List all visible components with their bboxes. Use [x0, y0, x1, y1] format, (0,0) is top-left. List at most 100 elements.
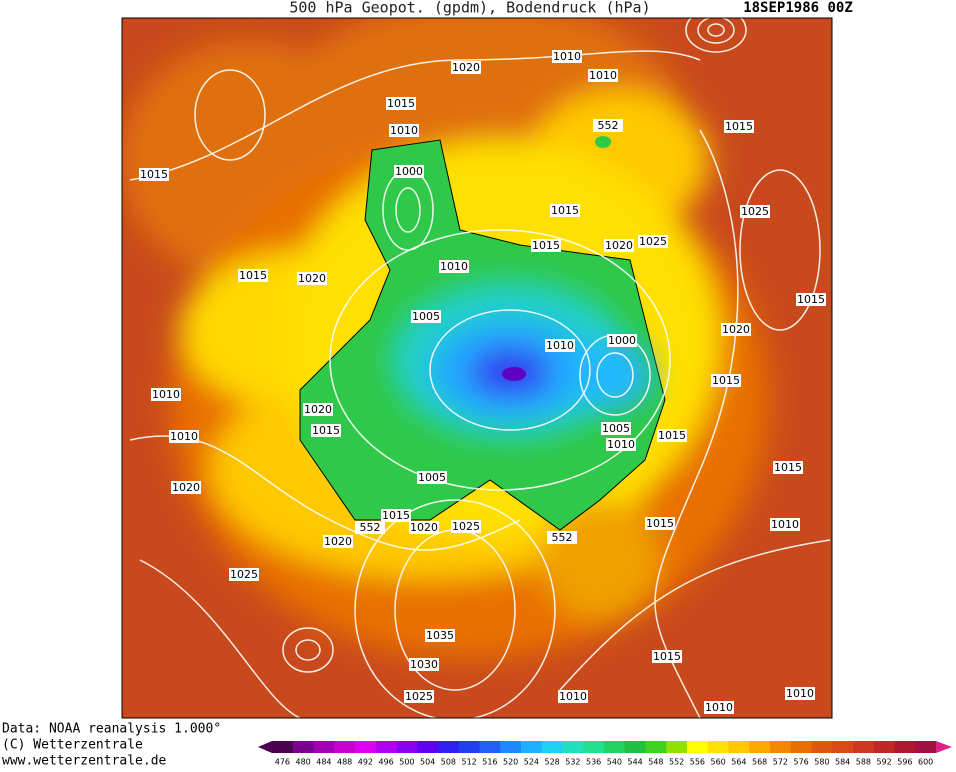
contour-label: 552 [360, 521, 381, 534]
contour-label-box [151, 388, 181, 401]
contour-label-box [355, 521, 385, 534]
colorbar-label: 564 [731, 758, 746, 767]
colorbar-label: 484 [316, 758, 331, 767]
contour-label-box [785, 687, 815, 700]
contour-label: 1020 [410, 521, 438, 534]
colorbar-swatch [894, 741, 916, 753]
colorbar-label: 572 [773, 758, 788, 767]
contour-label: 1020 [324, 535, 352, 548]
colorbar-swatch [479, 741, 501, 753]
contour-label: 1015 [774, 461, 802, 474]
colorbar-swatch [832, 741, 854, 753]
colorbar-swatch [645, 741, 667, 753]
contour-label: 1030 [410, 658, 438, 671]
contour-label: 1020 [304, 403, 332, 416]
colorbar-label: 548 [648, 758, 663, 767]
colorbar-swatch [541, 741, 563, 753]
contour-label: 1025 [452, 520, 480, 533]
contour-label: 1015 [797, 293, 825, 306]
contour-label: 1015 [646, 517, 674, 530]
footer-line: Data: NOAA reanalysis 1.000° [2, 722, 221, 737]
colorbar-swatch [375, 741, 397, 753]
colorbar-label: 560 [710, 758, 725, 767]
contour-label-box [547, 531, 577, 544]
colorbar-label: 496 [378, 758, 393, 767]
colorbar-swatch [790, 741, 812, 753]
colorbar-swatch [770, 741, 792, 753]
contour-label: 1005 [602, 422, 630, 435]
colorbar-label: 488 [337, 758, 352, 767]
contour-label: 1025 [741, 205, 769, 218]
contour-label: 1020 [452, 61, 480, 74]
contour-label-box [558, 690, 588, 703]
contour-label-box [139, 168, 169, 181]
contour-label: 1010 [152, 388, 180, 401]
colorbar-label: 504 [420, 758, 435, 767]
colorbar-label: 532 [565, 758, 580, 767]
contour-label-box [588, 69, 618, 82]
colorbar-label: 580 [814, 758, 829, 767]
contour-label-box [552, 50, 582, 63]
contour-label: 1020 [172, 481, 200, 494]
contour-label-box [711, 374, 741, 387]
contour-label: 1025 [405, 690, 433, 703]
contour-label: 1015 [725, 120, 753, 133]
colorbar-label: 596 [897, 758, 912, 767]
contour-label-box [386, 97, 416, 110]
contour-label: 1000 [395, 165, 423, 178]
colorbar-label: 600 [918, 758, 933, 767]
colorbar-label: 568 [752, 758, 767, 767]
contour-label: 1035 [426, 629, 454, 642]
map [122, 18, 832, 718]
contour-label-box [451, 61, 481, 74]
contour-label-box [724, 120, 754, 133]
colorbar-swatch [417, 741, 439, 753]
colorbar-swatch [666, 741, 688, 753]
contour-label-box [171, 481, 201, 494]
contour-label: 1010 [771, 518, 799, 531]
colorbar-swatch [728, 741, 750, 753]
contour-label: 1025 [230, 568, 258, 581]
contour-label: 1005 [418, 471, 446, 484]
colorbar-swatch [272, 741, 294, 753]
colorbar-label: 512 [461, 758, 476, 767]
colorbar-label: 556 [690, 758, 705, 767]
contour-label-box [394, 165, 424, 178]
colorbar-swatch [873, 741, 895, 753]
colorbar-label: 588 [856, 758, 871, 767]
colorbar-label: 592 [876, 758, 891, 767]
contour-label-box [550, 204, 580, 217]
colorbar-label: 516 [482, 758, 497, 767]
contour-label: 1020 [605, 239, 633, 252]
contour-label: 1020 [722, 323, 750, 336]
contour-label-box [411, 310, 441, 323]
contour-label: 1015 [239, 269, 267, 282]
colorbar-swatch [749, 741, 771, 753]
contour-label: 1015 [551, 204, 579, 217]
colorbar-label: 528 [544, 758, 559, 767]
contour-label-box [645, 517, 675, 530]
contour-label-box [721, 323, 751, 336]
colorbar-swatch [334, 741, 356, 753]
colorbar-label: 540 [607, 758, 622, 767]
contour-label-box [531, 239, 561, 252]
contour-label-box [417, 471, 447, 484]
contour-label-box [303, 403, 333, 416]
colorbar-swatch [438, 741, 460, 753]
colorbar-label: 584 [835, 758, 850, 767]
contour-label: 1015 [658, 429, 686, 442]
contour-label-box [601, 422, 631, 435]
contour-label: 552 [552, 531, 573, 544]
contour-label: 1010 [705, 701, 733, 714]
contour-label-box [638, 235, 668, 248]
contour-label: 1015 [653, 650, 681, 663]
contour-label: 1015 [312, 424, 340, 437]
colorbar-label: 476 [275, 758, 290, 767]
contour-label: 1010 [559, 690, 587, 703]
contour-label: 1010 [786, 687, 814, 700]
contour-label-box [323, 535, 353, 548]
contour-label: 1015 [382, 509, 410, 522]
colorbar-swatch [292, 741, 314, 753]
contour-label-box [451, 520, 481, 533]
colorbar-end [936, 741, 952, 753]
